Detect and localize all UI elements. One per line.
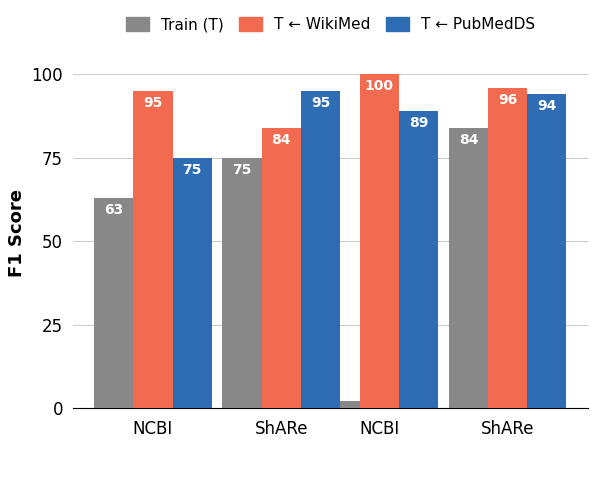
Text: 75: 75: [232, 163, 251, 177]
Bar: [262, 128, 301, 408]
Bar: [527, 94, 567, 408]
Text: 84: 84: [271, 132, 291, 147]
Bar: [133, 91, 173, 408]
Legend: Train (T), T ← WikiMed, T ← PubMedDS: Train (T), T ← WikiMed, T ← PubMedDS: [121, 12, 539, 37]
Text: 63: 63: [104, 203, 124, 217]
Bar: [222, 158, 262, 408]
Text: 84: 84: [459, 132, 478, 147]
Text: 96: 96: [498, 93, 518, 107]
Text: 100: 100: [365, 79, 394, 93]
Bar: [449, 128, 488, 408]
Bar: [360, 74, 399, 408]
Bar: [321, 401, 360, 408]
Text: 75: 75: [182, 163, 202, 177]
Text: 94: 94: [537, 99, 556, 113]
Bar: [301, 91, 340, 408]
Text: 95: 95: [311, 96, 330, 110]
Bar: [173, 158, 211, 408]
Bar: [94, 198, 133, 408]
Bar: [399, 111, 438, 408]
Y-axis label: F1 Score: F1 Score: [8, 189, 26, 277]
Bar: [488, 88, 527, 408]
Text: 89: 89: [409, 116, 428, 130]
Text: 95: 95: [143, 96, 162, 110]
